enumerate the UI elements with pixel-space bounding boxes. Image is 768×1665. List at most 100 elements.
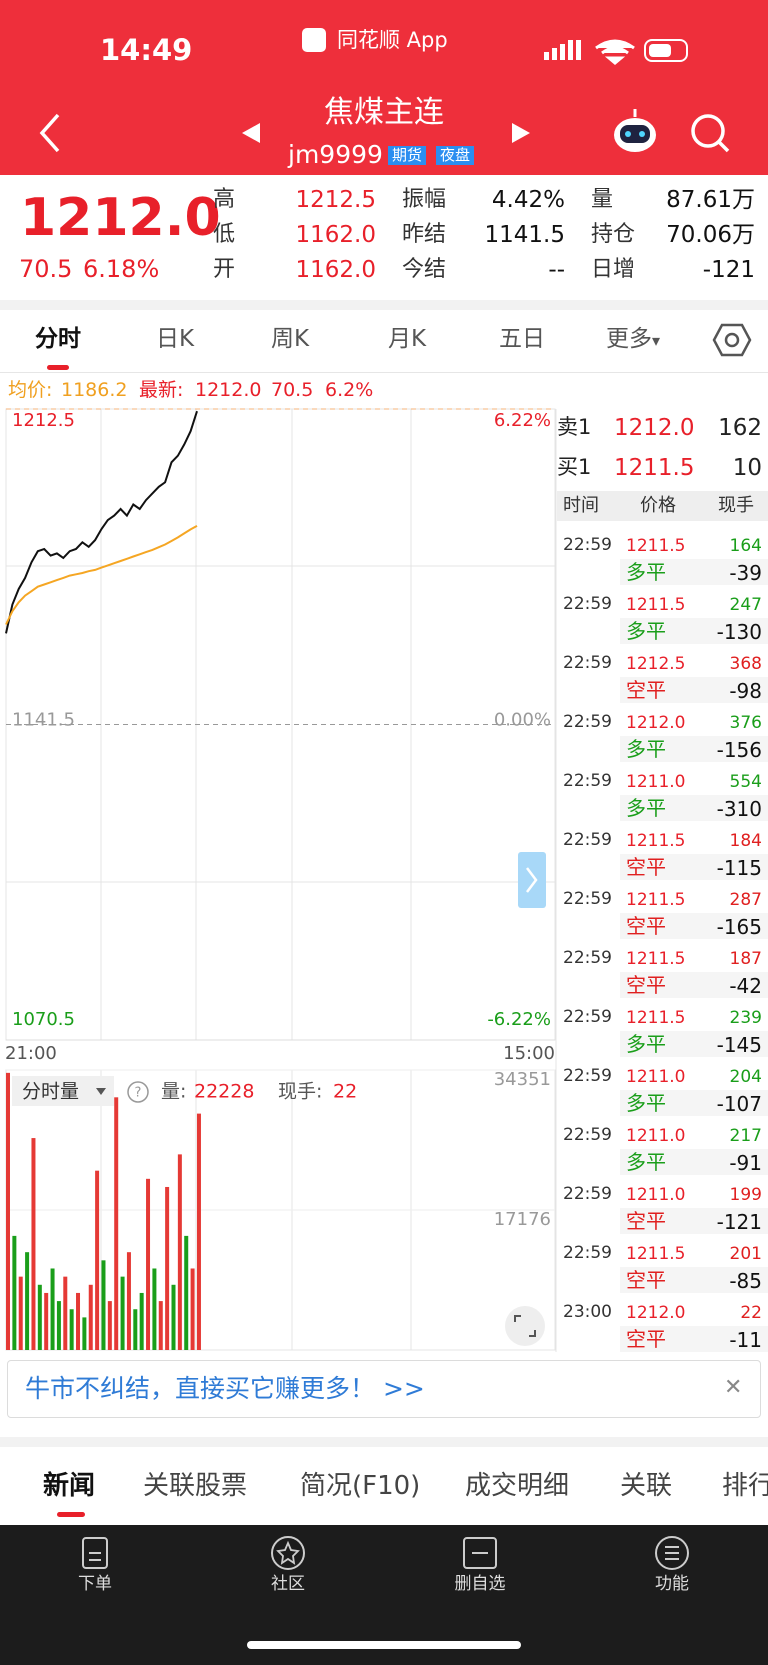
volume-selector[interactable] <box>12 1076 114 1106</box>
page-title: 焦煤主连 <box>324 95 444 130</box>
volume-bar <box>120 1276 125 1350</box>
volume-bar <box>31 1138 36 1350</box>
active-tab-indicator <box>57 1512 85 1517</box>
content-tab[interactable]: 成交明细 <box>465 1471 570 1501</box>
trade-price: 1211.0 <box>626 1067 686 1087</box>
back-button[interactable] <box>39 113 60 153</box>
volume-bar <box>12 1235 17 1350</box>
stat-label: 开 <box>213 257 236 282</box>
period-tab[interactable]: 周K <box>270 326 310 352</box>
x-tick-label: 21:00 <box>5 1043 57 1064</box>
search-button[interactable] <box>691 114 730 153</box>
content-tab[interactable]: 简况(F10) <box>300 1471 421 1501</box>
fullscreen-button[interactable] <box>505 1306 545 1346</box>
nav-item[interactable]: 删自选 <box>454 1574 506 1594</box>
trade-time: 22:59 <box>563 830 612 850</box>
period-tab[interactable]: 分时 <box>35 326 81 352</box>
nav-icons <box>39 109 730 153</box>
trade-delta: -98 <box>729 679 762 703</box>
stat-label: 日增 <box>591 257 636 282</box>
trade-price: 1212.0 <box>626 1303 686 1323</box>
trades-list: 22:59 1211.5 164 多平 -39 22:59 1211.5 247 多平 -130 2… <box>557 522 768 1352</box>
avg-line <box>5 525 198 625</box>
content-tab[interactable]: 新闻 <box>43 1471 96 1501</box>
period-tab[interactable]: 月K <box>387 326 427 352</box>
trade-time: 22:59 <box>563 653 612 673</box>
y-tick-label: 1141.5 <box>12 710 75 731</box>
volume-bar <box>18 1276 23 1350</box>
banner-text[interactable]: 牛市不纠结，直接买它赚更多！ >> <box>25 1374 425 1403</box>
y2-tick-label: 0.00% <box>494 710 551 731</box>
volume-bar <box>171 1284 176 1350</box>
badge: 期货 <box>388 146 427 165</box>
stat-label: 昨结 <box>402 222 447 247</box>
trade-time: 22:59 <box>563 1184 612 1204</box>
nav-item[interactable]: 下单 <box>78 1574 112 1594</box>
stat-value: 1141.5 <box>484 222 565 248</box>
badge: 夜盘 <box>436 146 475 165</box>
nav-icons <box>82 1536 689 1570</box>
trade-kind: 空平 <box>626 678 666 702</box>
trade-price: 1212.0 <box>626 713 686 733</box>
ask-price: 1212.0 <box>614 415 695 441</box>
row-bg <box>620 1090 768 1116</box>
period-tab[interactable]: 日K <box>155 326 195 352</box>
trade-hand: 201 <box>729 1244 762 1264</box>
prev-button[interactable] <box>242 123 260 143</box>
trade-time: 22:59 <box>563 948 612 968</box>
nav-item[interactable]: 功能 <box>655 1574 689 1594</box>
stat-value: 70.06万 <box>666 222 755 248</box>
trade-time: 22:59 <box>563 1007 612 1027</box>
trade-delta: -107 <box>716 1092 762 1116</box>
volume-bar <box>37 1284 42 1350</box>
row-bg <box>620 854 768 880</box>
row-bg <box>620 1031 768 1057</box>
content-tab[interactable]: 关联股票 <box>143 1471 248 1501</box>
nav-item[interactable]: 社区 <box>271 1574 305 1594</box>
row-bg <box>620 677 768 703</box>
last-price: 1212.0 <box>20 188 221 248</box>
trade-delta: -130 <box>716 620 762 644</box>
row-bg <box>620 972 768 998</box>
trade-hand: 368 <box>729 654 762 674</box>
trade-price: 1211.5 <box>626 595 686 615</box>
trade-price: 1211.0 <box>626 1126 686 1146</box>
help-icon[interactable] <box>127 1081 149 1103</box>
volume-bar <box>158 1301 163 1350</box>
y-tick-label: 17176 <box>494 1209 551 1230</box>
ask-label: 卖1 <box>557 415 592 439</box>
last-value: 1212.0 <box>195 379 262 401</box>
settings-icon[interactable] <box>712 320 752 360</box>
stat-value: -121 <box>702 257 755 283</box>
stat-label: 持仓 <box>591 222 636 247</box>
status-app: 同花顺 App <box>337 28 448 52</box>
trade-hand: 184 <box>729 831 762 851</box>
price-line <box>5 410 198 634</box>
trade-kind: 多平 <box>626 796 666 820</box>
avg-label: 均价: <box>8 379 53 401</box>
y-tick-label: 34351 <box>494 1069 551 1090</box>
fullscreen-icon <box>514 1315 536 1337</box>
trade-hand: 247 <box>729 595 762 615</box>
period-tab[interactable]: 五日 <box>499 326 545 352</box>
robot-icon[interactable] <box>614 109 656 152</box>
banner[interactable] <box>7 1360 761 1418</box>
trade-delta: -39 <box>729 561 762 585</box>
hand-value: 22 <box>333 1081 357 1103</box>
status-time: 14:49 <box>100 33 193 67</box>
trade-time: 22:59 <box>563 889 612 909</box>
content-tab[interactable]: 关联 <box>620 1471 673 1501</box>
banner-close[interactable]: ✕ <box>724 1375 743 1400</box>
expand-panel-button[interactable] <box>518 852 546 908</box>
stat-value: 1162.0 <box>295 222 376 248</box>
trade-hand: 239 <box>729 1008 762 1028</box>
period-tab[interactable]: 更多▾ <box>605 326 661 352</box>
trade-delta: -121 <box>716 1210 762 1234</box>
stat-label: 今结 <box>402 257 447 282</box>
content-tab[interactable]: 排行 <box>722 1471 768 1501</box>
volume-bar <box>165 1186 170 1350</box>
trade-delta: -42 <box>729 974 762 998</box>
trade-delta: -165 <box>716 915 762 939</box>
next-button[interactable] <box>512 123 530 143</box>
volume-bar <box>190 1268 195 1350</box>
